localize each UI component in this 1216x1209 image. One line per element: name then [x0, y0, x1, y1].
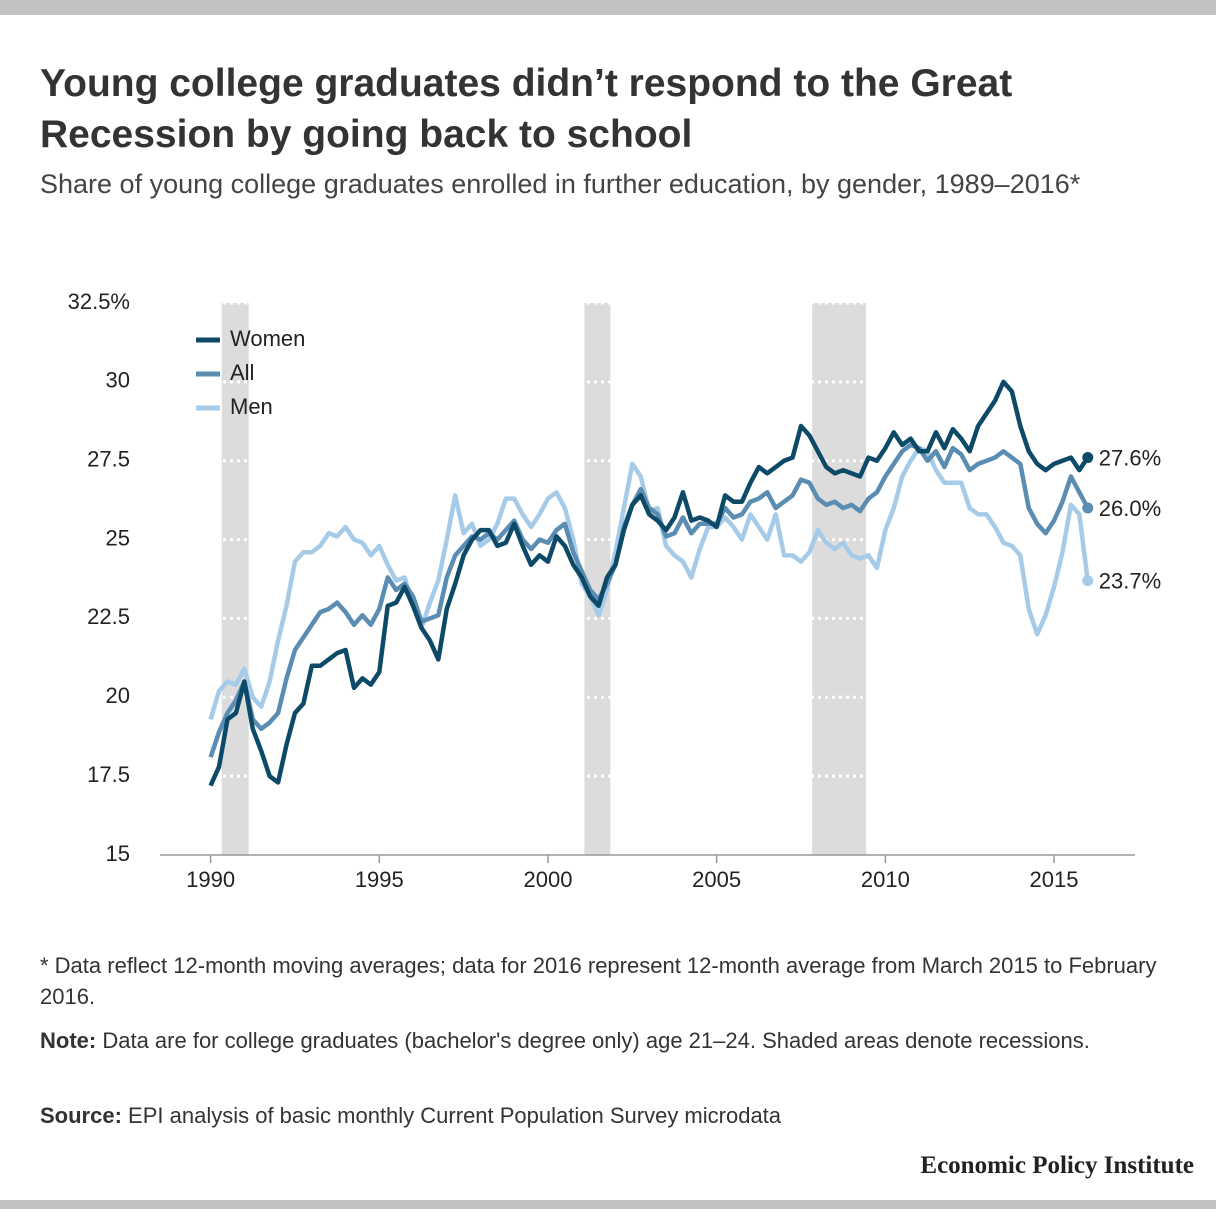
- x-tick-label: 2000: [523, 867, 572, 892]
- y-tick-label: 17.5: [87, 762, 130, 787]
- series-line: [208, 442, 1090, 758]
- source: Source: EPI analysis of basic monthly Cu…: [40, 1100, 1180, 1131]
- source-text: EPI analysis of basic monthly Current Po…: [128, 1103, 782, 1128]
- top-bar: [0, 0, 1216, 15]
- bottom-bar: [0, 1200, 1216, 1209]
- end-point: [1082, 575, 1094, 587]
- x-tick-label: 1990: [186, 867, 235, 892]
- y-tick-label: 27.5: [87, 447, 130, 472]
- y-tick-label: 20: [106, 683, 130, 708]
- legend-label: Women: [230, 326, 305, 351]
- source-label: Source:: [40, 1103, 122, 1128]
- note-text: Data are for college graduates (bachelor…: [102, 1028, 1090, 1053]
- y-tick-label: 22.5: [87, 604, 130, 629]
- y-tick-label: 25: [106, 525, 130, 550]
- recession-band: [812, 303, 867, 855]
- x-tick-label: 2015: [1030, 867, 1079, 892]
- x-tick-label: 2005: [692, 867, 741, 892]
- series-line: [208, 445, 1091, 721]
- y-tick-label: 15: [106, 841, 130, 866]
- y-tick-label: 32.5%: [68, 289, 130, 314]
- note-label: Note:: [40, 1028, 97, 1053]
- end-label: 27.6%: [1099, 445, 1161, 470]
- x-tick-label: 2010: [861, 867, 910, 892]
- end-label: 26.0%: [1099, 496, 1161, 521]
- note: Note: Data are for college graduates (ba…: [40, 1025, 1180, 1056]
- recession-band: [221, 303, 249, 855]
- legend-label: Men: [230, 394, 273, 419]
- end-label: 23.7%: [1099, 568, 1161, 593]
- series-line: [208, 379, 1090, 787]
- x-tick-label: 1995: [355, 867, 404, 892]
- publisher: Economic Policy Institute: [920, 1152, 1194, 1179]
- end-point: [1082, 452, 1094, 464]
- chart-title: Young college graduates didn’t respond t…: [40, 62, 1013, 156]
- footnote: * Data reflect 12-month moving averages;…: [40, 953, 1157, 1009]
- legend-label: All: [230, 360, 254, 385]
- y-tick-label: 30: [106, 368, 130, 393]
- end-point: [1082, 502, 1094, 514]
- chart-subtitle: Share of young college graduates enrolle…: [40, 169, 1081, 199]
